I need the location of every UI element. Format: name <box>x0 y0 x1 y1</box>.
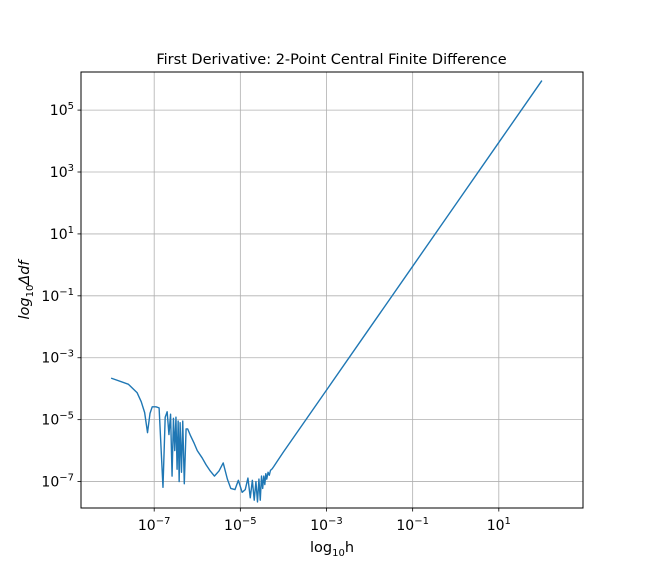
x-tick-label-exponent: −3 <box>328 516 343 527</box>
y-axis-label: log10Δdf <box>17 259 36 320</box>
y-tick-label-base: 10 <box>41 475 59 491</box>
x-tick-label-base: 10 <box>138 518 156 534</box>
x-axis-label-base: log <box>310 540 332 556</box>
y-tick-label-exponent: −1 <box>59 287 74 298</box>
x-axis-label: log10h <box>310 540 354 559</box>
x-axis-ticks: 10−7 10−5 10−3 10−1 101 <box>138 508 511 534</box>
series-layer <box>110 80 543 503</box>
x-tick-label: 10−3 <box>310 516 343 534</box>
x-tick-label-exponent: −1 <box>414 516 429 527</box>
chart-title: First Derivative: 2-Point Central Finite… <box>156 52 506 68</box>
x-tick-label-base: 10 <box>224 518 242 534</box>
x-tick-label: 10−1 <box>396 516 429 534</box>
x-tick-label-base: 10 <box>310 518 328 534</box>
y-tick-label: 103 <box>50 163 74 181</box>
y-axis-label-base: log <box>17 297 33 319</box>
x-tick-label: 101 <box>487 516 511 534</box>
y-tick-label-exponent: 3 <box>68 163 74 174</box>
y-tick-label-exponent: −7 <box>59 473 74 484</box>
y-tick-label-exponent: −5 <box>59 411 74 422</box>
y-tick-label-exponent: −3 <box>59 349 74 360</box>
y-tick-label: 10−1 <box>41 287 74 305</box>
y-tick-label: 10−7 <box>41 473 74 491</box>
x-tick-label-exponent: −7 <box>156 516 171 527</box>
y-tick-label-exponent: 1 <box>68 225 74 236</box>
y-axis-label-rest: Δdf <box>17 259 33 286</box>
y-tick-label: 10−3 <box>41 349 74 367</box>
x-axis-label-subscript: 10 <box>332 548 345 559</box>
x-axis-label-rest: h <box>345 540 354 556</box>
y-tick-label-base: 10 <box>50 165 68 181</box>
y-tick-label-base: 10 <box>41 351 59 367</box>
y-tick-label: 10−5 <box>41 411 74 429</box>
y-tick-label-base: 10 <box>50 103 68 119</box>
y-tick-label: 101 <box>50 225 74 243</box>
plot-frame <box>80 71 584 509</box>
x-tick-label-exponent: 1 <box>505 516 511 527</box>
y-tick-label-base: 10 <box>41 413 59 429</box>
x-tick-label-base: 10 <box>487 518 505 534</box>
y-tick-label-base: 10 <box>41 289 59 305</box>
y-tick-label-base: 10 <box>50 227 68 243</box>
x-tick-label-exponent: −5 <box>242 516 257 527</box>
y-axis-label-subscript: 10 <box>25 285 36 298</box>
y-tick-label: 105 <box>50 101 74 119</box>
x-tick-label-base: 10 <box>396 518 414 534</box>
x-tick-label: 10−7 <box>138 516 171 534</box>
y-tick-label-exponent: 5 <box>68 101 74 112</box>
series-line <box>110 80 543 503</box>
x-tick-label: 10−5 <box>224 516 257 534</box>
